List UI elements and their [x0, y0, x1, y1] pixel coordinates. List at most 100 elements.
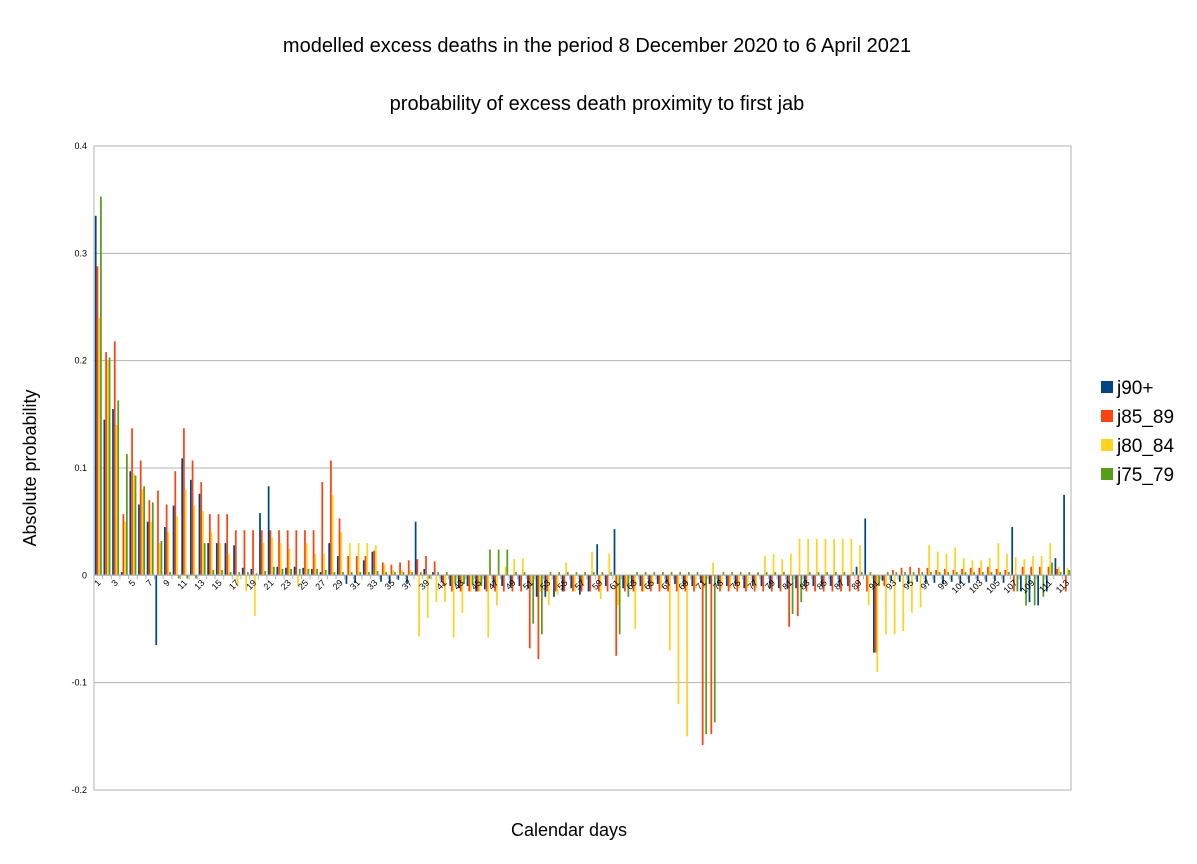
bar-j80-84-day-77: [755, 575, 758, 589]
bar-j85-89-day-32: [364, 556, 367, 576]
bar-j90--day-3: [112, 408, 114, 576]
bar-j85-89-day-62: [624, 575, 626, 592]
bar-j75-79-day-2: [108, 357, 111, 576]
bar-j80-84-day-87: [841, 538, 844, 576]
bar-j80-84-day-72: [712, 562, 714, 576]
legend-swatch: [1101, 439, 1113, 451]
bar-j90--day-30: [345, 575, 348, 584]
bar-j80-84-day-111: [1049, 543, 1052, 576]
bar-j75-79-day-97: [930, 572, 932, 576]
bar-j90--day-106: [1002, 575, 1005, 583]
bar-j80-84-day-69: [686, 575, 688, 737]
bar-j75-79-day-103: [981, 572, 984, 576]
bar-j90--day-82: [795, 575, 797, 589]
x-tick-label: 7: [144, 578, 155, 589]
bar-j75-79-day-56: [575, 572, 578, 576]
bar-j75-79-day-112: [1059, 572, 1062, 576]
bar-j80-84-day-10: [176, 516, 178, 576]
x-tick-label: 111: [1037, 578, 1054, 595]
bar-j75-79-day-70: [696, 572, 699, 576]
bars: [94, 196, 1071, 745]
bar-j80-84-day-38: [418, 575, 420, 637]
bar-j80-84-day-68: [677, 575, 680, 705]
bar-j75-79-day-58: [592, 572, 595, 576]
bar-j80-84-day-109: [1032, 556, 1034, 576]
bar-j90--day-38: [414, 521, 417, 576]
x-tick-label: 37: [400, 578, 414, 592]
bar-j75-79-day-80: [783, 572, 785, 576]
bar-j90--day-105: [994, 575, 996, 581]
bar-j75-79-day-38: [419, 572, 422, 576]
bar-j90--day-34: [380, 575, 382, 582]
plot-frame: [93, 145, 1072, 791]
bar-j80-84-day-32: [366, 543, 369, 576]
y-tick-label: 0.4: [74, 141, 87, 151]
bar-j75-79-day-84: [817, 572, 820, 576]
bar-j85-89-day-13: [200, 481, 203, 576]
bar-j90--day-48: [501, 575, 503, 587]
x-tick-label: 51: [521, 578, 535, 592]
bar-j80-84-day-37: [409, 569, 412, 576]
bar-j90--day-36: [397, 575, 400, 580]
bar-j85-89-day-42: [451, 575, 453, 592]
bar-j85-89-day-74: [727, 575, 730, 592]
bar-j90--day-87: [838, 575, 841, 587]
bar-j75-79-day-28: [333, 572, 336, 576]
x-tick-label: 71: [694, 578, 708, 592]
bar-j80-84-day-107: [1014, 557, 1017, 576]
bar-j75-79-day-68: [679, 572, 682, 576]
bar-j80-84-day-73: [720, 575, 723, 589]
bar-j75-79-day-48: [506, 549, 509, 576]
bar-j85-89-day-18: [243, 530, 246, 576]
bar-j85-89-day-84: [814, 575, 816, 592]
bar-j75-79-day-10: [177, 575, 180, 579]
bar-j80-84-day-48: [504, 566, 507, 576]
bar-j90--day-25: [302, 567, 305, 576]
x-tick-label: 21: [262, 578, 276, 592]
bar-j80-84-day-49: [513, 559, 516, 576]
bar-j85-89-day-97: [926, 567, 929, 576]
bar-j90--day-22: [276, 566, 279, 576]
bar-j90--day-28: [328, 543, 331, 576]
bar-j90--day-5: [129, 471, 132, 576]
bar-j90--day-43: [458, 575, 460, 589]
bar-j85-89-day-21: [269, 530, 272, 576]
bar-j75-79-day-108: [1025, 575, 1027, 606]
bar-j85-89-day-110: [1039, 566, 1041, 576]
bar-j75-79-day-50: [523, 572, 526, 576]
bar-j85-89-day-76: [745, 575, 747, 592]
bar-j90--day-61: [613, 529, 616, 576]
bar-j90--day-107: [1011, 527, 1014, 576]
bar-j85-89-day-8: [157, 490, 159, 576]
x-tick-label: 89: [849, 578, 863, 592]
bar-j75-79-day-3: [117, 400, 120, 576]
bar-j90--day-72: [708, 575, 711, 584]
bar-j90--day-70: [691, 575, 694, 587]
bar-j80-84-day-20: [262, 543, 265, 576]
bar-j85-89-day-106: [1004, 569, 1007, 576]
bar-j85-89-day-12: [191, 460, 194, 576]
bar-j75-79-day-86: [834, 572, 837, 576]
bar-j80-84-day-12: [193, 505, 196, 576]
bar-j80-84-day-85: [824, 538, 827, 576]
bar-j85-89-day-51: [528, 575, 531, 649]
bar-j90--day-78: [760, 575, 763, 587]
bar-j80-84-day-42: [452, 575, 455, 638]
bar-j90--day-88: [847, 575, 849, 587]
bar-j90--day-9: [164, 527, 166, 576]
bar-j85-89-day-25: [304, 530, 306, 576]
bar-j90--day-84: [812, 575, 815, 587]
x-tick-label: 93: [884, 578, 898, 592]
bar-j80-84-day-23: [288, 548, 291, 576]
bar-j75-79-day-8: [160, 540, 163, 576]
bar-j80-84-day-99: [945, 553, 948, 576]
bar-j80-84-day-15: [219, 543, 222, 576]
bar-j85-89-day-20: [260, 530, 263, 576]
bar-j80-84-day-100: [954, 547, 957, 576]
bar-j85-89-day-113: [1064, 575, 1067, 592]
bar-j85-89-day-29: [338, 518, 341, 576]
bar-j90--day-27: [319, 572, 322, 576]
x-tick-label: 55: [555, 578, 569, 592]
bar-j90--day-100: [950, 575, 953, 582]
bar-j75-79-day-54: [558, 572, 561, 576]
